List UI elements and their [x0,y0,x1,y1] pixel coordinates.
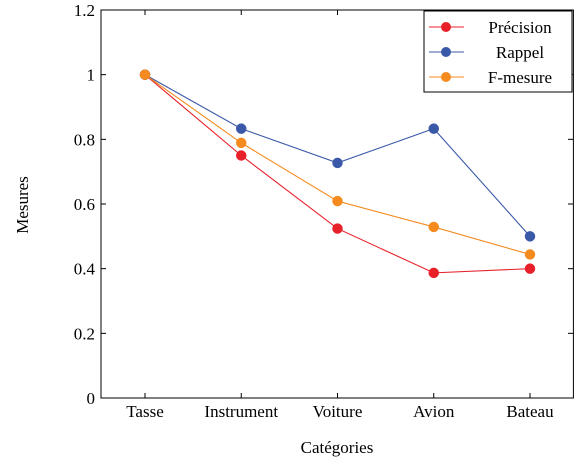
x-tick-label: Instrument [204,402,278,421]
axes-group: 0 0.2 0.4 0.6 0.8 1 1.2 Tasse Instrument Voiture A… [74,1,574,421]
series-points-group [139,69,536,279]
y-tick-label: 1.2 [74,1,95,20]
legend-marker-1 [441,47,451,57]
data-point-0-4 [524,263,536,274]
legend: Précision Rappel F-mesure [423,10,573,93]
data-point-2-4 [524,249,536,260]
x-axis-label: Catégories [301,438,374,457]
data-point-1-3 [428,123,439,134]
series-line-1 [144,74,531,237]
data-point-2-1 [236,137,247,149]
legend-label-2: F-mesure [488,68,552,87]
y-tick-label: 0 [87,389,96,408]
data-point-0-2 [332,223,343,234]
series-line-0 [144,74,531,274]
y-axis-label: Mesures [13,176,32,234]
legend-label-0: Précision [488,18,552,37]
data-point-2-3 [428,221,439,233]
y-tick-label: 0.8 [74,130,95,149]
x-tick-label: Voiture [313,402,363,421]
data-point-2-0 [139,69,151,80]
data-point-1-1 [236,123,247,134]
data-point-0-3 [428,267,439,279]
x-tick-label: Avion [413,402,455,421]
y-tick-label: 1 [87,66,96,85]
y-tick-label: 0.2 [74,324,95,343]
x-tick-label: Bateau [506,402,554,421]
legend-marker-0 [441,22,451,32]
data-point-2-2 [332,195,343,207]
legend-label-1: Rappel [496,43,544,62]
y-tick-label: 0.4 [74,260,96,279]
series-lines-group [144,74,531,274]
y-tick-label: 0.6 [74,195,95,214]
data-point-1-2 [332,157,343,169]
data-point-1-4 [524,231,536,242]
data-point-0-1 [236,150,247,161]
legend-marker-2 [441,72,451,82]
x-tick-label: Tasse [126,402,164,421]
